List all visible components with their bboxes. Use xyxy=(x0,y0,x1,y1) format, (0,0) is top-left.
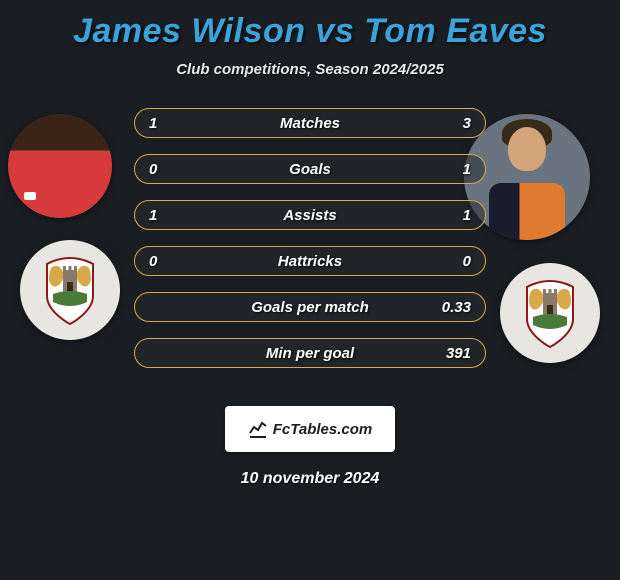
player-left-avatar xyxy=(8,114,112,218)
club-badge-right xyxy=(500,263,600,363)
stat-label: Min per goal xyxy=(266,345,354,362)
stat-value-right: 0.33 xyxy=(441,299,471,316)
comparison-panel: 1 Matches 3 0 Goals 1 1 Assists 1 0 Hattricks 0 Goal… xyxy=(0,108,620,388)
stat-value-left: 0 xyxy=(149,253,179,270)
stat-value-right: 3 xyxy=(441,115,471,132)
stat-row: 0 Goals 1 xyxy=(134,154,486,184)
crest-icon xyxy=(519,277,581,349)
stat-value-right: 1 xyxy=(441,161,471,178)
page-title: James Wilson vs Tom Eaves xyxy=(0,0,620,51)
stat-value-right: 0 xyxy=(441,253,471,270)
stat-row: Min per goal 391 xyxy=(134,338,486,368)
stat-row: 1 Assists 1 xyxy=(134,200,486,230)
stat-row: 1 Matches 3 xyxy=(134,108,486,138)
stat-value-left: 1 xyxy=(149,207,179,224)
season-subtitle: Club competitions, Season 2024/2025 xyxy=(0,61,620,78)
stat-row: 0 Hattricks 0 xyxy=(134,246,486,276)
crest-icon xyxy=(39,254,101,326)
stat-value-left: 0 xyxy=(149,161,179,178)
stat-bars: 1 Matches 3 0 Goals 1 1 Assists 1 0 Hattricks 0 Goal… xyxy=(134,108,486,384)
stat-label: Goals xyxy=(289,161,331,178)
stat-value-left: 1 xyxy=(149,115,179,132)
footer-date: 10 november 2024 xyxy=(0,470,620,488)
stat-label: Matches xyxy=(280,115,340,132)
chart-icon xyxy=(248,419,268,439)
stat-label: Hattricks xyxy=(278,253,342,270)
stat-value-right: 1 xyxy=(441,207,471,224)
stat-value-right: 391 xyxy=(441,345,471,362)
club-badge-left xyxy=(20,240,120,340)
branding-box: FcTables.com xyxy=(225,406,395,452)
stat-label: Goals per match xyxy=(251,299,369,316)
branding-text: FcTables.com xyxy=(273,421,372,438)
stat-label: Assists xyxy=(283,207,336,224)
stat-row: Goals per match 0.33 xyxy=(134,292,486,322)
